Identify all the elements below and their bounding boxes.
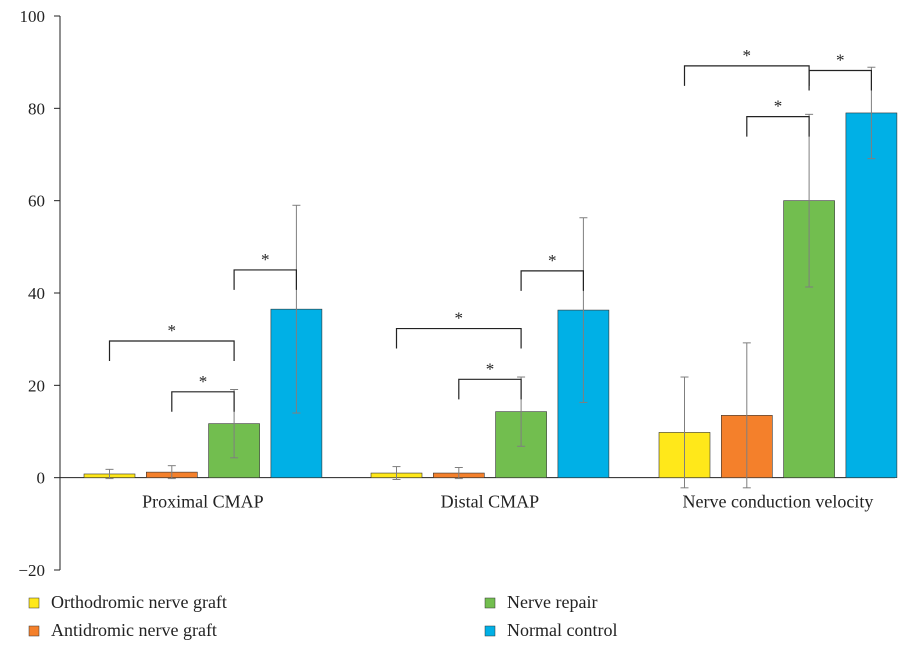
legend-label: Normal control bbox=[507, 620, 617, 640]
significance-star: * bbox=[486, 359, 495, 378]
legend-label: Antidromic nerve graft bbox=[51, 620, 217, 640]
legend-item: Antidromic nerve graft bbox=[28, 620, 217, 640]
significance-star: * bbox=[455, 309, 464, 328]
y-tick-label: 0 bbox=[37, 469, 46, 488]
significance-bracket bbox=[108, 340, 235, 362]
category-label: Proximal CMAP bbox=[142, 492, 264, 512]
legend-item: Nerve repair bbox=[484, 592, 597, 612]
significance-star: * bbox=[743, 46, 752, 65]
y-tick-label: 80 bbox=[28, 99, 45, 118]
legend-item: Normal control bbox=[484, 620, 617, 640]
significance-bracket bbox=[233, 269, 297, 290]
y-tick-label: 20 bbox=[28, 376, 45, 395]
bar bbox=[845, 112, 898, 478]
y-tick-label: 100 bbox=[20, 7, 46, 26]
significance-star: * bbox=[199, 372, 208, 391]
significance-star: * bbox=[836, 50, 845, 69]
significance-star: * bbox=[168, 321, 177, 340]
legend-swatch bbox=[28, 597, 40, 609]
legend-swatch bbox=[484, 625, 496, 637]
significance-bracket bbox=[395, 327, 522, 349]
significance-bracket bbox=[520, 270, 584, 291]
bars-group bbox=[83, 112, 898, 478]
category-label: Distal CMAP bbox=[441, 492, 540, 512]
legend-swatch bbox=[484, 597, 496, 609]
legend-label: Nerve repair bbox=[507, 592, 597, 612]
significance-bracket bbox=[746, 116, 810, 137]
y-tick-label: 40 bbox=[28, 284, 45, 303]
legend-swatch bbox=[28, 625, 40, 637]
legend-label: Orthodromic nerve graft bbox=[51, 592, 227, 612]
category-labels-group: Proximal CMAP Distal CMAP Nerve conduction… bbox=[142, 492, 873, 512]
category-label: Nerve conduction velocity bbox=[682, 492, 873, 512]
significance-star: * bbox=[261, 250, 270, 269]
significance-bracket bbox=[808, 69, 872, 91]
significance-star: * bbox=[548, 251, 557, 270]
y-tick-label: 60 bbox=[28, 192, 45, 211]
significance-bracket bbox=[683, 65, 810, 86]
significance-star: * bbox=[774, 97, 783, 116]
legend-item: Orthodromic nerve graft bbox=[28, 592, 227, 612]
significance-bracket bbox=[458, 378, 522, 400]
legend: Orthodromic nerve graft Antidromic nerve … bbox=[28, 592, 617, 640]
y-tick-label: −20 bbox=[18, 561, 45, 580]
significance-bracket bbox=[171, 391, 235, 412]
significance-group: * * * * * * * * * bbox=[108, 46, 872, 412]
